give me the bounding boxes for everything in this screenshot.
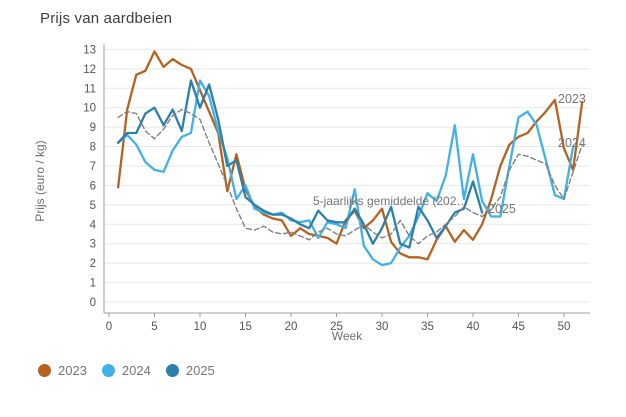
x-tick-label: 0 [106,321,112,333]
series-line-2025 [116,79,484,249]
x-tick-label: 5 [151,321,157,333]
series-color-dot-icon [101,364,115,377]
series-color-dot-icon [38,364,51,377]
series-line-average [117,108,583,245]
x-axis-title: Week [332,329,363,343]
series-end-label-2024: 2024 [558,136,586,150]
y-tick-label: 13 [83,44,96,56]
series-color-dot-icon [165,364,179,377]
y-tick-label: 3 [90,239,96,251]
x-tick-label: 25 [330,321,343,333]
x-tick-label: 50 [558,321,571,333]
y-axis-title: Prijs (euro / kg) [33,140,47,221]
series-end-label-2023: 2023 [558,92,586,106]
x-tick-label: 35 [421,321,434,333]
y-tick-label: 11 [84,83,96,95]
y-tick-label: 12 [83,64,96,76]
y-tick-label: 9 [90,122,96,134]
legend: 2023 2024 2025 [38,363,215,378]
y-tick-label: 7 [90,161,96,173]
x-tick-label: 15 [239,321,252,333]
x-tick-label: 10 [194,321,207,333]
y-tick-label: 10 [83,103,96,115]
y-tick-label: 2 [90,258,96,270]
series-end-label-2025: 2025 [488,202,516,216]
x-tick-label: 30 [376,321,389,333]
legend-item-label: 2024 [121,363,151,378]
page-title: Prijs van aardbeien [40,10,173,27]
x-tick-label: 45 [512,321,525,333]
legend-item-2025[interactable]: 2025 [165,363,215,378]
y-tick-label: 8 [90,142,96,154]
y-tick-label: 6 [90,180,96,192]
y-tick-label: 4 [90,219,97,231]
y-tick-label: 1 [90,278,96,290]
legend-item-label: 2025 [185,363,215,378]
y-tick-label: 0 [90,297,96,309]
legend-item-label: 2023 [58,363,87,378]
legend-item-2024[interactable]: 2024 [101,363,151,378]
x-tick-label: 20 [285,321,298,333]
avg-line-label: 5-jaarlijks gemiddelde (202… [313,194,468,208]
x-tick-label: 40 [467,321,480,333]
y-tick-label: 5 [90,200,96,212]
series-line-2023 [116,50,584,261]
legend-item-2023[interactable]: 2023 [38,363,87,378]
